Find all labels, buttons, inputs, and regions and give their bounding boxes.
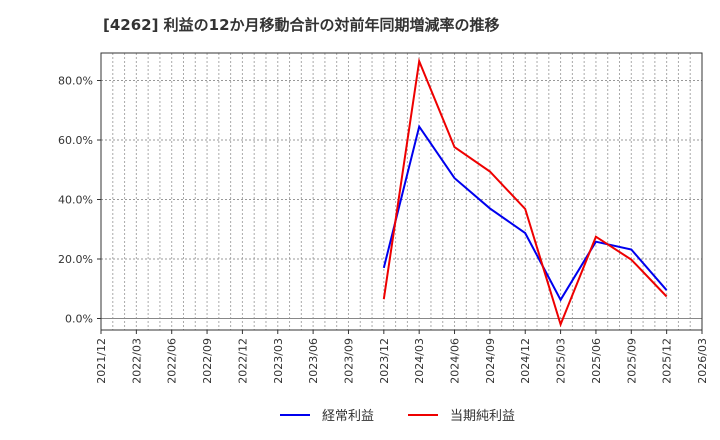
- x-tick-label: 2024/09: [484, 338, 497, 384]
- chart-title: [4262] 利益の12か月移動合計の対前年同期増減率の推移: [103, 16, 500, 34]
- legend-label: 当期純利益: [450, 409, 516, 424]
- legend-label: 経常利益: [322, 409, 375, 424]
- legend-swatch-blue: [280, 413, 310, 416]
- y-tick-label: 20.0%: [58, 253, 93, 266]
- legend: 経常利益 当期純利益: [0, 405, 720, 427]
- y-tick-label: 40.0%: [58, 194, 93, 207]
- x-tick-label: 2024/06: [449, 338, 462, 384]
- y-tick-label: 0.0%: [65, 313, 93, 326]
- x-tick-label: 2025/06: [590, 338, 603, 384]
- y-tick-label: 80.0%: [58, 75, 93, 88]
- x-tick-label: 2023/12: [378, 338, 391, 384]
- x-tick-label: 2025/12: [661, 338, 674, 384]
- x-tick-label: 2022/09: [201, 338, 214, 384]
- x-tick-label: 2021/12: [95, 338, 108, 384]
- legend-item-net-income: 当期純利益: [408, 405, 515, 424]
- x-tick-label: 2022/12: [236, 338, 249, 384]
- x-tick-label: 2022/06: [166, 338, 179, 384]
- x-tick-label: 2024/03: [413, 338, 426, 384]
- series-line: [382, 57, 668, 328]
- legend-item-ordinary-profit: 経常利益: [280, 405, 374, 424]
- series-line: [382, 124, 668, 302]
- legend-swatch-red: [408, 413, 438, 416]
- x-tick-label: 2024/12: [519, 338, 532, 384]
- x-tick-label: 2025/03: [555, 338, 568, 384]
- x-tick-label: 2023/09: [342, 338, 355, 384]
- x-tick-label: 2026/03: [696, 338, 709, 384]
- y-tick-label: 60.0%: [58, 134, 93, 147]
- x-tick-label: 2025/09: [625, 338, 638, 384]
- x-tick-label: 2023/06: [307, 338, 320, 384]
- plot-area: [100, 52, 703, 331]
- x-tick-label: 2022/03: [130, 338, 143, 384]
- x-tick-label: 2023/03: [272, 338, 285, 384]
